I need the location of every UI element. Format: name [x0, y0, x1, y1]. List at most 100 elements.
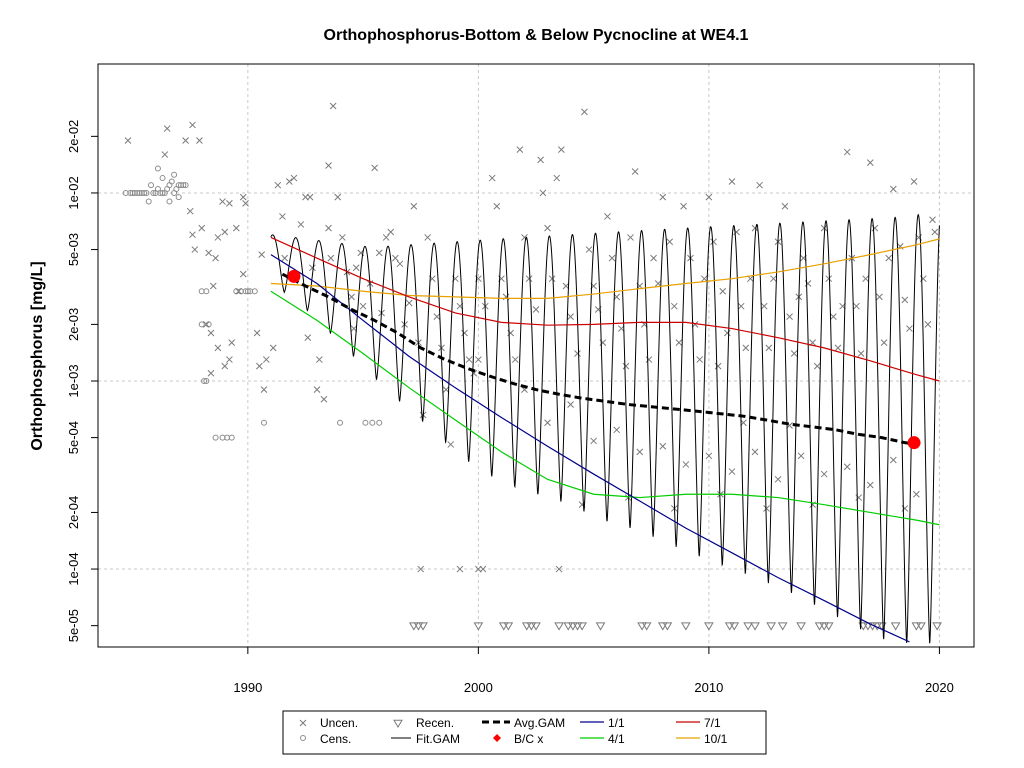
recensored-point	[572, 622, 583, 631]
recensored-points	[408, 622, 942, 631]
uncensored-point	[567, 401, 574, 408]
uncensored-point	[352, 264, 360, 272]
censored-point	[150, 189, 157, 196]
uncensored-point	[700, 275, 708, 283]
uncensored-point	[581, 108, 588, 116]
uncensored-point	[417, 565, 425, 573]
y-tick-label: 5e-05	[66, 609, 81, 642]
uncensored-point	[666, 238, 674, 246]
uncensored-point	[382, 234, 390, 241]
recensored-point	[637, 622, 647, 631]
recensored-point	[563, 622, 574, 631]
recensored-point	[858, 622, 869, 631]
uncensored-point	[548, 275, 556, 283]
uncensored-point	[532, 306, 540, 313]
uncensored-point	[256, 362, 263, 370]
uncensored-point	[876, 293, 883, 301]
uncensored-point	[269, 344, 277, 352]
uncensored-point	[650, 254, 657, 262]
series-10-1-line	[270, 238, 940, 299]
uncensored-point	[719, 287, 727, 295]
x-tick-label: 2010	[694, 680, 723, 695]
uncensored-point	[843, 463, 851, 471]
uncensored-point	[790, 350, 798, 357]
y-tick-label: 2e-03	[66, 308, 81, 341]
uncensored-point	[239, 270, 247, 278]
legend-label-p4: 4/1	[608, 732, 625, 746]
uncensored-point	[696, 356, 704, 363]
uncensored-point	[212, 254, 219, 262]
recensored-point	[796, 622, 806, 631]
uncensored-point	[202, 321, 210, 328]
uncensored-point	[209, 282, 217, 290]
uncensored-point	[226, 200, 233, 207]
uncensored-point	[786, 313, 793, 320]
uncensored-point	[327, 254, 335, 262]
uncensored-point	[710, 238, 717, 246]
legend-label-avggam: Avg.GAM	[514, 716, 565, 730]
uncensored-point	[239, 193, 247, 201]
uncensored-point	[751, 448, 759, 456]
uncensored-point	[901, 296, 909, 304]
uncensored-point	[929, 216, 936, 224]
uncensored-point	[516, 146, 524, 153]
censored-point	[171, 171, 178, 178]
recensored-point	[724, 622, 735, 631]
uncensored-point	[853, 302, 860, 310]
y-tick-label: 5e-04	[66, 421, 81, 454]
uncensored-point	[285, 178, 293, 185]
uncensored-point	[235, 287, 242, 295]
censored-point	[143, 189, 150, 196]
censored-point	[182, 182, 189, 189]
uncensored-point	[424, 234, 432, 241]
uncensored-point	[880, 339, 888, 346]
censored-point	[337, 419, 344, 426]
uncensored-point	[488, 174, 496, 182]
uncensored-point	[608, 254, 616, 262]
censored-point	[260, 419, 267, 426]
uncensored-point	[760, 302, 768, 310]
uncensored-point	[260, 386, 268, 393]
legend: Uncen. Cens. Recen. Fit.GAM Avg.GAM B/C x 1/1 4…	[282, 710, 767, 755]
uncensored-point	[670, 302, 678, 310]
uncensored-point	[447, 441, 455, 448]
censored-point	[203, 288, 210, 295]
legend-key-uncen	[299, 719, 307, 727]
legend-key-recen	[393, 719, 403, 728]
recensored-point	[911, 622, 922, 631]
x-tick-label: 2000	[464, 680, 493, 695]
uncensored-point	[553, 174, 561, 182]
y-tick-label: 1e-02	[66, 176, 81, 209]
uncensored-point	[306, 193, 314, 201]
uncensored-point	[221, 362, 229, 370]
recensored-point	[657, 622, 668, 631]
censored-point	[201, 377, 208, 384]
uncensored-point	[770, 275, 777, 283]
y-tick-label: 2e-02	[66, 120, 81, 153]
recensored-point	[526, 622, 537, 631]
y-tick-label: 5e-03	[66, 233, 81, 266]
y-tick-label: 2e-04	[66, 496, 81, 529]
uncensored-point	[274, 181, 282, 189]
uncensored-point	[723, 329, 731, 337]
recensored-point	[531, 622, 541, 631]
uncensored-point	[214, 344, 222, 352]
plot-frame	[97, 63, 975, 648]
uncensored-point	[728, 468, 736, 475]
uncensored-point	[544, 419, 551, 427]
uncensored-point	[820, 224, 828, 232]
uncensored-point	[461, 329, 468, 337]
x-tick-label: 2020	[925, 680, 954, 695]
uncensored-point	[226, 356, 233, 363]
uncensored-point	[232, 224, 240, 232]
uncensored-point	[189, 121, 196, 129]
uncensored-points	[124, 102, 939, 573]
recensored-point	[766, 622, 777, 631]
uncensored-point	[297, 221, 305, 228]
uncensored-point	[756, 181, 763, 189]
series-1-1-line	[270, 254, 910, 643]
uncensored-point	[774, 475, 782, 483]
censored-point	[141, 189, 148, 196]
x-tick-label: 1990	[233, 680, 262, 695]
